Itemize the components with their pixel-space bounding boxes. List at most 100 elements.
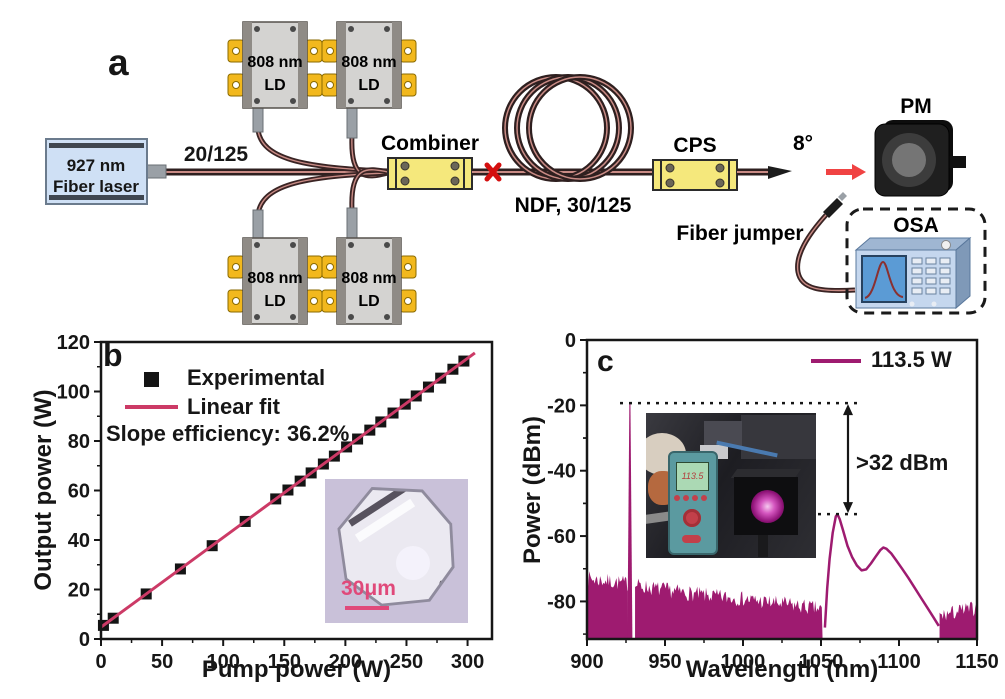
laser-label-line2: Fiber laser bbox=[53, 177, 139, 196]
meter-button bbox=[682, 535, 701, 543]
ld-label-line1: 808 nm bbox=[247, 54, 302, 71]
x-tick-label: 100 bbox=[207, 651, 240, 673]
panel-a-label: a bbox=[108, 42, 129, 83]
x-tick-label: 1050 bbox=[799, 651, 844, 673]
cps-label: CPS bbox=[673, 134, 716, 157]
ld-module: 808 nm LD bbox=[321, 237, 417, 325]
ld-label-line2: LD bbox=[264, 77, 285, 94]
ld-label-line2: LD bbox=[264, 293, 285, 310]
plot-border bbox=[585, 338, 979, 641]
laser-label-line1: 927 nm bbox=[67, 156, 126, 175]
y-tick-label: 40 bbox=[68, 530, 90, 552]
x-tick-label: 250 bbox=[390, 651, 423, 673]
peak-gap bbox=[627, 401, 636, 639]
meter-lcd: 113.5 bbox=[676, 462, 709, 491]
chart-c: 900 950 1000 1050 1100 1150 0 -20 -40 -60 -80 bbox=[547, 330, 999, 673]
ld-module: 808 nm LD bbox=[321, 21, 417, 109]
legend-line-swatch bbox=[125, 405, 178, 409]
handheld-power-meter: 113.5 bbox=[668, 451, 718, 555]
photo-equipment bbox=[741, 415, 816, 459]
panel-c-label: c bbox=[597, 345, 614, 378]
scale-bar bbox=[345, 606, 389, 610]
osa-trace bbox=[864, 260, 904, 299]
osa-dashed-box bbox=[845, 207, 987, 315]
noise-floor bbox=[939, 601, 977, 639]
c-yaxis-label: Power (dBm) bbox=[519, 416, 546, 565]
angled-fiber-tip bbox=[768, 166, 792, 179]
ld-module: 808 nm LD bbox=[227, 21, 323, 109]
noise-floor bbox=[587, 571, 823, 639]
pump-peak-927nm bbox=[627, 403, 633, 639]
fiber-jumper: Fiber jumper bbox=[676, 192, 856, 293]
x-tick-label: 150 bbox=[268, 651, 301, 673]
osa-label: OSA bbox=[893, 214, 939, 237]
facet-highlight-streak bbox=[354, 498, 416, 543]
y-tick-label: 0 bbox=[79, 629, 90, 651]
y-tick-label: 120 bbox=[57, 332, 90, 354]
y-tick-label: 0 bbox=[565, 330, 576, 352]
combiner-label: Combiner bbox=[381, 132, 479, 155]
arrowhead-up bbox=[843, 404, 853, 416]
ld-label-line1: 808 nm bbox=[341, 54, 396, 71]
y-tick-label: -20 bbox=[547, 395, 576, 417]
splice-x-icon bbox=[484, 162, 502, 182]
fiber-jumper-label: Fiber jumper bbox=[676, 222, 803, 245]
thermal-power-head bbox=[734, 477, 798, 535]
jumper-connector bbox=[823, 198, 843, 218]
fiber-cladding-outline bbox=[337, 487, 455, 607]
ld-label-line1: 808 nm bbox=[247, 270, 302, 287]
fiber-core-spot bbox=[396, 546, 430, 580]
arrowhead-down bbox=[843, 502, 853, 514]
meter-button bbox=[692, 495, 698, 501]
ld-modules: 808 nm LD 808 nm LD bbox=[227, 21, 417, 325]
legend-experimental: Experimental bbox=[187, 365, 326, 390]
beam-arrow-icon bbox=[826, 164, 866, 180]
signal-curve bbox=[823, 512, 940, 628]
y-tick-label: 60 bbox=[68, 481, 90, 503]
meter-button bbox=[701, 495, 707, 501]
osa-keypad bbox=[911, 257, 951, 295]
lab-photo-inset-image: 113.5 bbox=[646, 413, 816, 558]
c-legend-power: 113.5 W bbox=[871, 347, 952, 372]
fiber-cladding bbox=[340, 490, 452, 604]
b-xaxis-label: Pump power (W) bbox=[201, 656, 392, 683]
contrast-annotation: >32 dBm bbox=[856, 450, 949, 475]
angle-8deg-label: 8° bbox=[793, 132, 813, 155]
y-tick-label: 20 bbox=[68, 580, 90, 602]
ld-label-line2: LD bbox=[358, 293, 379, 310]
pm-label: PM bbox=[900, 95, 932, 118]
x-tick-label: 0 bbox=[95, 651, 106, 673]
slope-efficiency-text: Slope efficiency: 36.2% bbox=[106, 421, 350, 446]
c-legend-line-swatch bbox=[811, 359, 861, 363]
jumper-tip bbox=[838, 192, 847, 201]
scale-bar-label: 30μm bbox=[341, 577, 396, 600]
osa-knob bbox=[941, 240, 951, 250]
meter-dpad bbox=[683, 509, 701, 527]
x-tick-label: 200 bbox=[329, 651, 362, 673]
panel-b-label: b bbox=[103, 337, 123, 373]
ld-label-line2: LD bbox=[358, 77, 379, 94]
x-tick-label: 1100 bbox=[877, 651, 920, 673]
legend-marker-square bbox=[144, 372, 159, 387]
chart-b: 0 50 100 150 200 250 300 0 20 40 60 80 100 120 bbox=[57, 332, 494, 673]
y-tick-label: 100 bbox=[57, 382, 90, 404]
ld-label-line1: 808 nm bbox=[341, 270, 396, 287]
meter-button bbox=[674, 495, 680, 501]
x-tick-label: 950 bbox=[648, 651, 681, 673]
y-tick-label: -80 bbox=[547, 591, 576, 613]
x-tick-label: 1000 bbox=[721, 651, 766, 673]
power-meter: PM bbox=[874, 95, 966, 197]
x-tick-label: 300 bbox=[451, 651, 484, 673]
facet-crack bbox=[431, 580, 444, 604]
x-tick-label: 900 bbox=[570, 651, 603, 673]
x-tick-label: 50 bbox=[151, 651, 173, 673]
c-xaxis-label: Wavelength (nm) bbox=[685, 656, 879, 683]
linear-fit-line bbox=[100, 351, 476, 629]
combiner: Combiner bbox=[381, 132, 479, 190]
x-tick-label: 1150 bbox=[955, 651, 998, 673]
fiber-coil bbox=[502, 74, 634, 182]
setup-diagram: 927 nm Fiber laser 20/125 808 nm LD bbox=[45, 21, 987, 325]
ld-fibers bbox=[255, 129, 389, 215]
cps: CPS bbox=[652, 134, 738, 191]
